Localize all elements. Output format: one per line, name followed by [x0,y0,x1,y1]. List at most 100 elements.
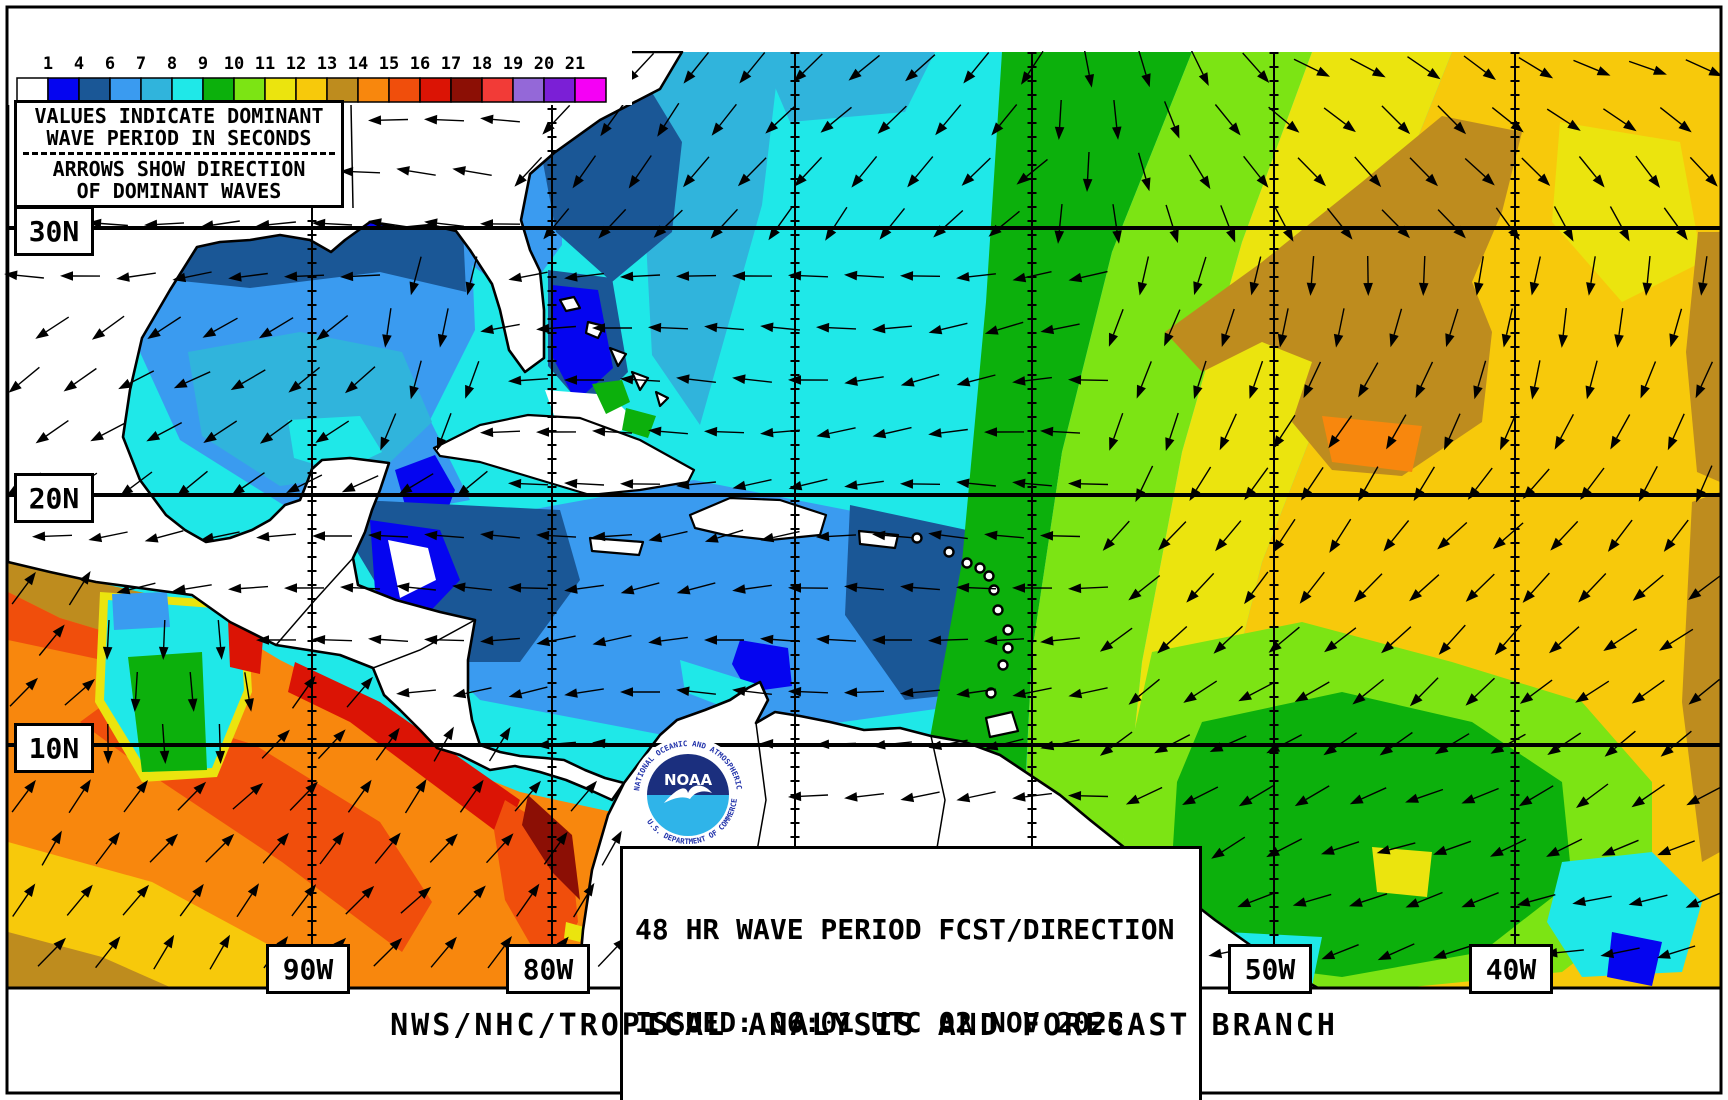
wave-arrow-head [361,885,375,899]
wave-arrow-shaft [802,53,823,74]
colorbar-tick-label: 9 [197,54,209,74]
wave-arrow-head [816,634,830,645]
wave-arrow-head [788,481,803,491]
wave-arrow-shaft [1362,678,1385,697]
wave-arrow-shaft [122,894,142,916]
wave-arrow-shaft [1197,256,1207,283]
wave-arrow-head [788,583,801,593]
wave-arrow-head [389,937,403,951]
wave-arrow-head [1705,173,1718,187]
wave-arrow-head [396,687,410,698]
wave-arrow-head [564,478,578,489]
wave-arrow-head [844,480,858,490]
wave-arrow-head [1592,174,1605,188]
wave-arrow-shaft [1615,414,1631,439]
wave-arrow-head [1016,172,1030,185]
wave-arrow-head [1601,846,1616,856]
colorbar-swatch [574,77,607,103]
wave-arrow-shaft [1138,678,1160,697]
wave-arrow-shaft [1689,156,1710,178]
wave-arrow-head [872,428,887,439]
wave-arrow-head [1313,173,1326,187]
wave-arrow-shaft [941,322,968,331]
wave-arrow-shaft [268,221,296,226]
colorbar-swatch [388,77,421,103]
wave-arrow-head [1465,693,1479,706]
wave-arrow-shaft [186,470,208,489]
wave-arrow-shaft [1307,467,1324,491]
wave-arrow-shaft [1463,55,1487,73]
wave-arrow-head [480,324,494,334]
wave-arrow-shaft [1659,107,1682,125]
wave-arrow-head [1558,334,1568,348]
wave-arrow-shaft [100,531,128,539]
wave-arrow-head [1492,536,1506,550]
wave-arrow-head [793,69,807,82]
wave-arrow-head [1054,126,1065,140]
wave-arrow-shaft [1603,108,1627,125]
wave-arrow-head [737,173,751,187]
wave-arrow-head [1321,845,1335,855]
island [1002,642,1014,654]
wave-arrow-shaft [1354,156,1374,178]
wave-arrow-head [452,688,467,699]
wave-arrow-shaft [12,893,29,917]
wave-arrow-head [360,676,373,690]
wave-arrow-head [144,219,158,230]
wave-arrow-head [1256,174,1269,188]
wave-arrow-head [1688,692,1702,705]
wave-arrow-shaft [218,723,221,752]
wave-arrow-head [760,322,774,333]
wave-arrow-head [508,689,523,699]
wave-arrow-head [333,729,346,743]
wave-arrow-shaft [1613,628,1638,645]
wave-arrow-shaft [1335,415,1353,439]
wave-arrow-shaft [205,842,226,863]
wave-arrow-head [1054,230,1065,244]
island [943,546,955,558]
wave-arrow-head [900,271,914,281]
wave-arrow-shaft [719,103,737,126]
wave-arrow-shaft [291,685,309,709]
wave-arrow-head [1596,66,1611,76]
wave-arrow-shaft [661,530,688,539]
wave-arrow-head [1614,334,1624,348]
wave-arrow-shaft [95,841,113,865]
wave-arrow-shaft [492,118,520,123]
wave-arrow-head [1321,950,1336,960]
wave-arrow-shaft [968,587,997,590]
wave-arrow-head [1638,488,1649,502]
wave-arrow-head [1660,744,1674,757]
wave-arrow-shaft [1166,625,1188,646]
wave-arrow-shaft [744,690,772,695]
wave-arrow-shaft [1584,895,1612,902]
wave-arrow-head [844,792,858,802]
wave-arrow-head [1157,641,1171,654]
wave-arrow-shaft [1445,733,1470,749]
wave-arrow-head [1519,692,1534,704]
wave-arrow-shaft [1169,412,1179,439]
wave-arrow-head [1648,174,1661,188]
wave-arrow-head [1415,384,1426,399]
wave-arrow-head [1547,743,1561,755]
wave-arrow-head [1068,375,1082,385]
wave-arrow-head [1628,897,1643,907]
wave-arrow-shaft [37,946,58,967]
wave-arrow-head [256,635,269,645]
wave-arrow-shaft [268,533,296,538]
wave-arrow-head [1522,590,1535,603]
wave-arrow-head [935,122,948,136]
border-line [930,735,946,861]
wave-arrow-shaft [1024,482,1052,487]
wave-arrow-head [564,272,578,282]
wave-arrow-shaft [688,481,716,486]
wave-arrow-head [1397,121,1411,135]
wave-arrow-shaft [1417,891,1443,904]
wave-arrow-shaft [1420,361,1434,387]
wave-arrow-head [345,381,358,394]
colorbar-swatch [450,77,483,103]
wave-arrow-head [480,114,494,125]
wave-arrow-shaft [1337,308,1345,336]
wave-arrow-head [332,832,344,846]
wave-arrow-head [500,936,512,950]
